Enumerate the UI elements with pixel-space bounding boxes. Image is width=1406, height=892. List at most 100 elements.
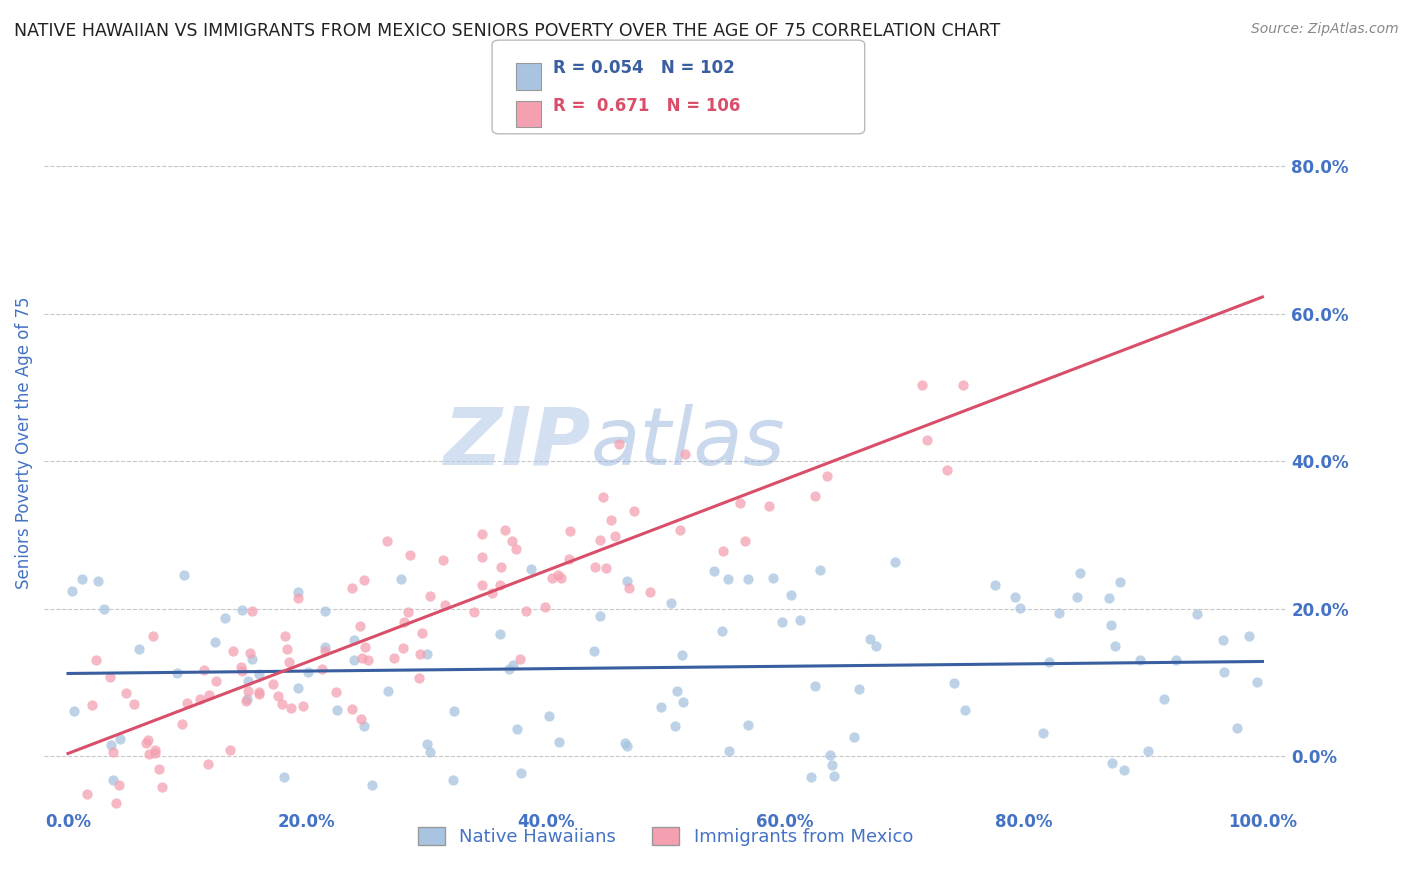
Point xyxy=(588,609,610,624)
Point xyxy=(136,733,159,747)
Point xyxy=(582,644,605,658)
Point xyxy=(488,627,510,641)
Point xyxy=(110,731,132,746)
Point xyxy=(349,619,371,633)
Point xyxy=(100,738,122,752)
Point xyxy=(235,694,257,708)
Point xyxy=(63,704,86,718)
Point xyxy=(266,690,288,704)
Point xyxy=(952,378,974,392)
Text: NATIVE HAWAIIAN VS IMMIGRANTS FROM MEXICO SENIORS POVERTY OVER THE AGE OF 75 COR: NATIVE HAWAIIAN VS IMMIGRANTS FROM MEXIC… xyxy=(14,22,1000,40)
Point xyxy=(353,719,375,733)
Point xyxy=(758,499,780,513)
Point xyxy=(143,742,166,756)
Point xyxy=(1246,675,1268,690)
Point xyxy=(665,684,688,698)
Point xyxy=(1049,606,1071,620)
Point xyxy=(142,629,165,643)
Point xyxy=(550,572,572,586)
Point xyxy=(515,604,537,618)
Point xyxy=(354,640,377,655)
Point xyxy=(93,602,115,616)
Point xyxy=(204,673,226,688)
Point xyxy=(343,633,366,648)
Point xyxy=(419,745,441,759)
Point xyxy=(547,568,569,582)
Point xyxy=(728,496,751,510)
Point xyxy=(297,665,319,680)
Point xyxy=(204,635,226,649)
Point xyxy=(638,585,661,599)
Point xyxy=(377,684,399,698)
Point xyxy=(432,552,454,566)
Point xyxy=(276,641,298,656)
Point xyxy=(356,653,378,667)
Point xyxy=(411,626,433,640)
Point xyxy=(326,703,349,717)
Point xyxy=(557,552,579,566)
Point xyxy=(588,533,610,548)
Point xyxy=(664,719,686,733)
Point xyxy=(287,591,309,605)
Point xyxy=(433,598,456,612)
Point xyxy=(592,490,614,504)
Point xyxy=(650,699,672,714)
Point xyxy=(84,652,107,666)
Point xyxy=(848,681,870,696)
Point xyxy=(190,691,212,706)
Point xyxy=(236,674,259,689)
Point xyxy=(616,574,638,589)
Point xyxy=(859,632,882,646)
Point xyxy=(711,624,734,639)
Point xyxy=(172,717,194,731)
Point xyxy=(314,604,336,618)
Point xyxy=(62,584,84,599)
Point xyxy=(936,462,959,476)
Point xyxy=(803,678,825,692)
Point xyxy=(198,688,221,702)
Point xyxy=(408,648,430,662)
Point xyxy=(415,648,437,662)
Point xyxy=(352,651,374,665)
Point xyxy=(659,596,682,610)
Point xyxy=(416,737,439,751)
Point xyxy=(166,666,188,681)
Point xyxy=(128,642,150,657)
Point xyxy=(1101,756,1123,770)
Point xyxy=(1038,656,1060,670)
Point xyxy=(911,378,934,392)
Point xyxy=(1032,725,1054,739)
Point xyxy=(1066,590,1088,604)
Point xyxy=(98,670,121,684)
Point xyxy=(804,489,827,503)
Point xyxy=(800,770,823,784)
Point xyxy=(669,524,692,538)
Point xyxy=(471,578,494,592)
Point xyxy=(1226,721,1249,735)
Point xyxy=(558,524,581,538)
Point xyxy=(101,745,124,759)
Point xyxy=(314,644,336,658)
Point xyxy=(1098,591,1121,606)
Point xyxy=(501,534,523,549)
Point xyxy=(718,744,741,758)
Point xyxy=(262,676,284,690)
Point xyxy=(779,588,801,602)
Point xyxy=(173,568,195,582)
Point xyxy=(291,698,314,713)
Point xyxy=(1212,633,1234,648)
Point xyxy=(353,573,375,587)
Point xyxy=(506,722,529,736)
Point xyxy=(595,561,617,575)
Legend: Native Hawaiians, Immigrants from Mexico: Native Hawaiians, Immigrants from Mexico xyxy=(411,820,920,854)
Point xyxy=(498,662,520,676)
Point xyxy=(717,572,740,586)
Point xyxy=(273,770,295,784)
Text: R =  0.671   N = 106: R = 0.671 N = 106 xyxy=(553,96,740,114)
Point xyxy=(489,578,512,592)
Point xyxy=(270,697,292,711)
Point xyxy=(214,611,236,625)
Point xyxy=(343,653,366,667)
Point xyxy=(138,747,160,762)
Point xyxy=(1153,692,1175,706)
